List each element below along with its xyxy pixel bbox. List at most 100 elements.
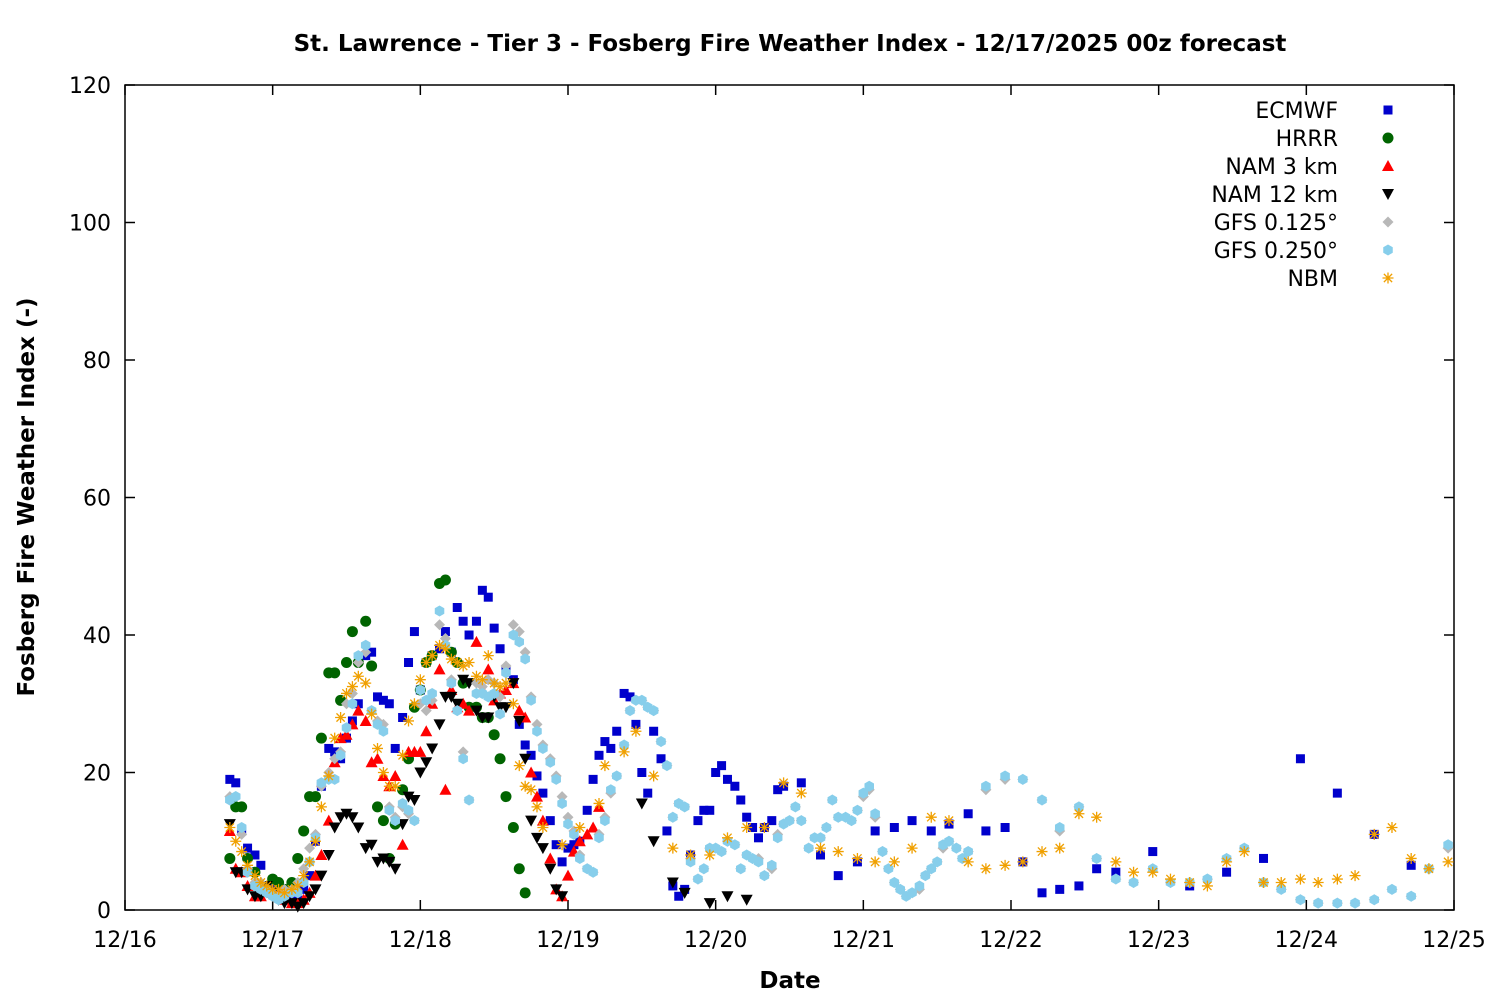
data-point-gfs-0-250 [397, 797, 408, 809]
data-point-ecmwf [600, 737, 610, 747]
data-point-nam-12-km [389, 863, 402, 875]
data-point-nbm [470, 670, 482, 682]
data-point-nam-3-km [420, 725, 433, 737]
data-point-gfs-0-250 [1018, 773, 1028, 785]
data-point-nbm [1036, 846, 1048, 858]
data-point-gfs-0-250 [858, 787, 869, 799]
data-point-gfs-0-250 [403, 804, 414, 816]
data-point-gfs-0-250 [360, 639, 371, 651]
data-point-hrrr [292, 852, 304, 864]
data-point-nbm [1258, 877, 1270, 888]
data-point-gfs-0-250 [907, 887, 917, 899]
data-point-nbm [286, 883, 298, 895]
legend-label-gfs-0-125: GFS 0.125° [1214, 211, 1338, 236]
data-point-gfs-0-250 [944, 835, 954, 847]
data-point-gfs-0-250 [662, 760, 672, 772]
data-point-nam-3-km [457, 697, 470, 709]
data-point-nbm [1184, 877, 1196, 888]
data-point-nam-12-km [666, 877, 679, 889]
data-point-nam-12-km [285, 898, 298, 910]
data-point-ecmwf [767, 816, 777, 826]
data-point-nbm [1331, 873, 1343, 885]
data-point-ecmwf [532, 771, 542, 781]
data-point-nbm [795, 787, 807, 799]
data-point-nam-12-km [507, 678, 520, 690]
data-point-nbm [869, 856, 881, 868]
legend-marker-nbm [1382, 272, 1394, 284]
data-point-ecmwf [870, 826, 880, 836]
data-point-hrrr [507, 822, 519, 833]
data-point-gfs-0-125 [298, 863, 310, 875]
data-point-gfs-0-250 [625, 705, 635, 717]
data-point-nbm [906, 842, 918, 854]
data-point-ecmwf [662, 826, 672, 836]
data-point-nbm [323, 770, 335, 782]
data-point-gfs-0-250 [957, 852, 968, 864]
data-point-nbm [476, 674, 488, 686]
data-point-nbm [403, 715, 415, 727]
data-point-nbm [346, 681, 358, 693]
data-point-nam-12-km [445, 691, 458, 703]
data-point-nam-3-km [365, 756, 378, 768]
y-tick-label: 0 [97, 899, 111, 924]
data-point-gfs-0-250 [242, 866, 253, 878]
data-point-ecmwf [324, 743, 334, 753]
x-tick-label: 12/20 [684, 928, 747, 953]
data-point-gfs-0-250 [464, 794, 474, 806]
data-point-gfs-0-250 [532, 725, 542, 737]
data-point-nam-12-km [513, 715, 526, 727]
data-point-nbm [488, 677, 500, 689]
data-point-nbm [335, 712, 347, 723]
data-point-nbm [230, 835, 242, 847]
data-point-gfs-0-250 [981, 780, 991, 792]
data-point-ecmwf [649, 726, 659, 736]
data-point-ecmwf [705, 805, 715, 815]
data-point-gfs-0-250 [679, 801, 690, 813]
data-point-nam-3-km [536, 814, 549, 826]
data-point-nbm [242, 859, 254, 871]
data-point-ecmwf [305, 871, 315, 881]
data-point-nam-12-km [470, 705, 483, 717]
data-point-gfs-0-250 [594, 832, 604, 844]
legend-marker-nam-12-km [1382, 189, 1394, 200]
data-point-ecmwf [1406, 860, 1416, 870]
data-point-gfs-0-250 [353, 650, 364, 662]
data-point-gfs-0-250 [796, 815, 807, 827]
data-point-nam-12-km [740, 894, 753, 906]
data-point-nam-3-km [389, 769, 402, 781]
data-point-gfs-0-250 [932, 856, 942, 868]
data-point-gfs-0-250 [495, 708, 505, 720]
chart-title: St. Lawrence - Tier 3 - Fosberg Fire Wea… [294, 31, 1287, 57]
data-point-gfs-0-250 [341, 722, 352, 734]
data-point-gfs-0-250 [372, 718, 383, 730]
data-point-ecmwf [489, 623, 499, 633]
data-point-gfs-0-250 [753, 856, 764, 868]
data-point-gfs-0-250 [329, 773, 340, 785]
data-point-nbm [685, 849, 697, 861]
data-point-ecmwf [330, 747, 340, 757]
data-point-nbm [292, 880, 304, 892]
data-point-hrrr [488, 729, 500, 741]
data-point-gfs-0-250 [1128, 877, 1139, 888]
data-point-nbm [236, 846, 248, 858]
data-point-gfs-0-250 [600, 815, 610, 827]
series-ecmwf [225, 585, 1416, 905]
data-point-ecmwf [736, 795, 746, 805]
data-point-gfs-0-250 [1332, 897, 1343, 909]
data-point-nam-3-km [581, 828, 594, 840]
y-tick-label: 20 [83, 762, 111, 787]
data-point-nam-3-km [433, 663, 446, 675]
data-point-gfs-0-250 [736, 863, 746, 875]
data-point-gfs-0-250 [730, 839, 740, 851]
data-point-ecmwf [299, 884, 309, 894]
data-point-ecmwf [643, 788, 653, 798]
data-point-nam-12-km [550, 884, 563, 896]
data-point-nbm [1221, 856, 1233, 868]
data-point-nam-12-km [457, 674, 470, 686]
data-point-gfs-0-250 [575, 852, 585, 864]
data-point-gfs-0-250 [293, 887, 303, 899]
x-tick-label: 12/24 [1275, 928, 1338, 953]
data-point-ecmwf [256, 860, 266, 870]
data-point-nam-3-km [482, 663, 495, 675]
legend-marker-gfs-0-125 [1382, 216, 1394, 228]
